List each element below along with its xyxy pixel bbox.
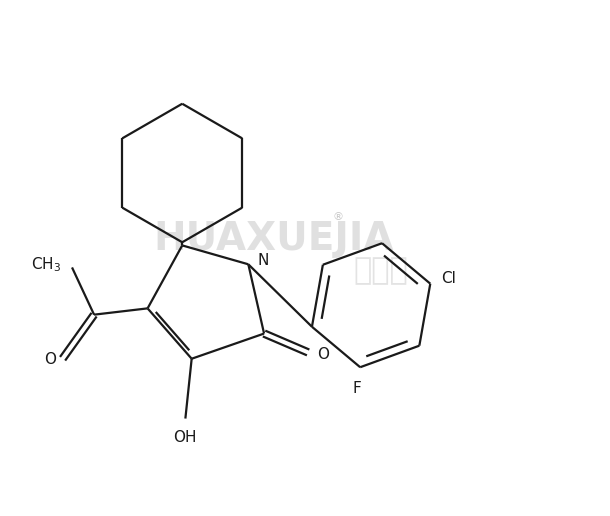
- Text: OH: OH: [174, 430, 197, 445]
- Text: N: N: [257, 253, 268, 268]
- Text: Cl: Cl: [442, 271, 456, 286]
- Text: CH$_3$: CH$_3$: [30, 255, 61, 275]
- Text: O: O: [45, 352, 56, 367]
- Text: HUAXUEJIA: HUAXUEJIA: [153, 220, 394, 258]
- Text: F: F: [353, 381, 361, 396]
- Text: O: O: [318, 347, 329, 362]
- Text: ®: ®: [332, 212, 343, 222]
- Text: 化学加: 化学加: [353, 256, 408, 285]
